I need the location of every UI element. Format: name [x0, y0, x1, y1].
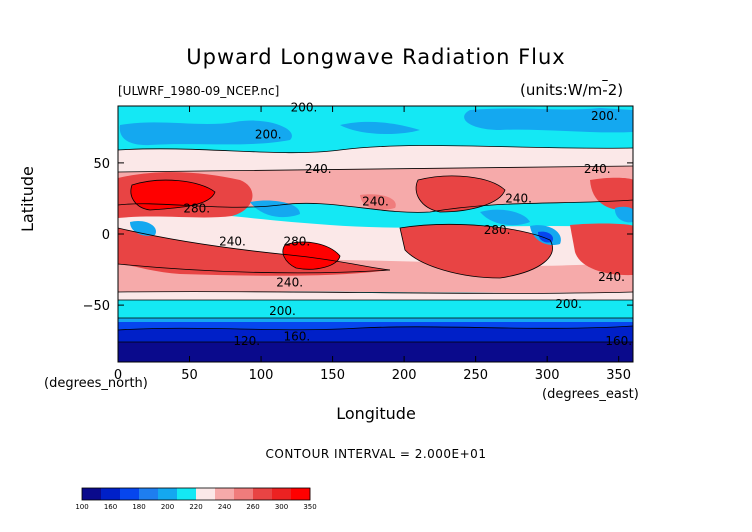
x-tick-label: 100 [249, 368, 274, 383]
colorbar: 100 160 180 200 220 240 260 300 350 [75, 487, 317, 511]
us-red [590, 177, 633, 211]
colorbar-label: 300 [275, 503, 288, 511]
contour-label: 160. [283, 330, 310, 344]
colorbar-swatch [82, 488, 102, 500]
contour-line [118, 227, 391, 271]
x-tick-label: 300 [535, 368, 560, 383]
australia-max [282, 242, 340, 270]
colorbar-swatch [101, 488, 121, 500]
y-axis-units: (degrees_north) [44, 376, 148, 391]
colorbar-label: 180 [132, 503, 145, 511]
north-blue-blob-1 [119, 120, 292, 146]
y-tick-label: 0 [102, 228, 110, 243]
contour-label: 240. [584, 162, 611, 176]
y-tick-label: 50 [93, 157, 110, 172]
contour-label: 240. [219, 234, 246, 248]
x-tick-label: 200 [392, 368, 417, 383]
contour-label: 200. [591, 109, 618, 123]
north-blue-blob-2 [464, 108, 633, 133]
sahara-max [130, 180, 215, 210]
dataset-label: [ULWRF_1980-09_NCEP.nc] [118, 84, 280, 98]
x-tick-label: 0 [114, 368, 122, 383]
contour-label: 200. [291, 101, 318, 115]
x-tick-label: 350 [606, 368, 631, 383]
x-tick-label: 50 [181, 368, 198, 383]
x-tick-layer: 0 50 100 150 200 250 300 350 [114, 106, 631, 383]
colorbar-swatch [139, 488, 159, 500]
north-blue-blob-3 [340, 121, 420, 135]
contour-label: 280. [283, 234, 310, 248]
east-asia-light [360, 194, 396, 210]
contour-label: 160. [605, 334, 632, 348]
contour-label-layer: 200. 200. 200. 240. 240. 280. 240. 240. 240. 280.… [183, 101, 632, 348]
tropical-blue-1 [250, 200, 300, 218]
south-america-africa-red [400, 224, 553, 278]
contour-label: 280. [484, 223, 511, 237]
contour-label: 200. [255, 128, 282, 142]
contour-label: 240. [362, 195, 389, 209]
contour-line [399, 224, 553, 279]
contour-line [130, 179, 216, 211]
colorbar-swatch [234, 488, 254, 500]
colorbar-label: 260 [246, 503, 259, 511]
contour-line [118, 145, 633, 154]
contour-line [118, 263, 391, 274]
colorbar-swatch [272, 488, 292, 500]
x-axis-units: (degrees_east) [542, 387, 639, 402]
contour-label: 240. [276, 276, 303, 290]
south-atlantic-red [570, 223, 633, 276]
contour-label: 240. [598, 270, 625, 284]
contour-line [282, 241, 341, 270]
colorbar-swatch [120, 488, 140, 500]
chart-title: Upward Longwave Radiation Flux [186, 45, 566, 69]
contour-line [415, 175, 506, 213]
colorbar-label: 160 [104, 503, 117, 511]
colorbar-label: 220 [189, 503, 202, 511]
colorbar-label: 100 [75, 503, 88, 511]
east-asia-red [416, 175, 505, 212]
colorbar-swatch [291, 488, 311, 500]
contour-line [118, 291, 633, 294]
colorbar-label: 350 [303, 503, 316, 511]
y-tick-layer: −50 0 50 [83, 157, 633, 314]
contour-line [118, 325, 633, 331]
contour-interval-label: CONTOUR INTERVAL = 2.000E+01 [265, 447, 487, 461]
tropical-blue-6 [614, 206, 633, 223]
contour-label: 240. [505, 192, 532, 206]
contour-line [118, 199, 633, 213]
tropical-blue-3 [480, 209, 530, 226]
band-120 [118, 342, 633, 362]
colorbar-swatch [196, 488, 216, 500]
x-tick-label: 150 [320, 368, 345, 383]
colorbar-label: 240 [218, 503, 231, 511]
band-north-white [118, 145, 633, 172]
contour-line [118, 165, 633, 173]
colorbar-frame [81, 487, 311, 501]
x-tick-label: 250 [463, 368, 488, 383]
band-south-white [118, 291, 633, 300]
heatmap-field [118, 106, 633, 362]
contour-label: 240. [305, 162, 332, 176]
colorbar-swatch [158, 488, 178, 500]
y-tick-label: −50 [83, 299, 110, 314]
x-axis-label: Longitude [336, 404, 416, 423]
colorbar-swatch [253, 488, 273, 500]
colorbar-swatch [177, 488, 197, 500]
contour-label: 280. [183, 202, 210, 216]
colorbar-swatch [215, 488, 235, 500]
contour-label: 120. [233, 334, 260, 348]
contour-lines [118, 145, 633, 343]
units-label: (units:W/m-2) [520, 81, 624, 99]
contour-label: 200. [555, 297, 582, 311]
contour-label: 200. [269, 304, 296, 318]
colorbar-label: 200 [161, 503, 174, 511]
